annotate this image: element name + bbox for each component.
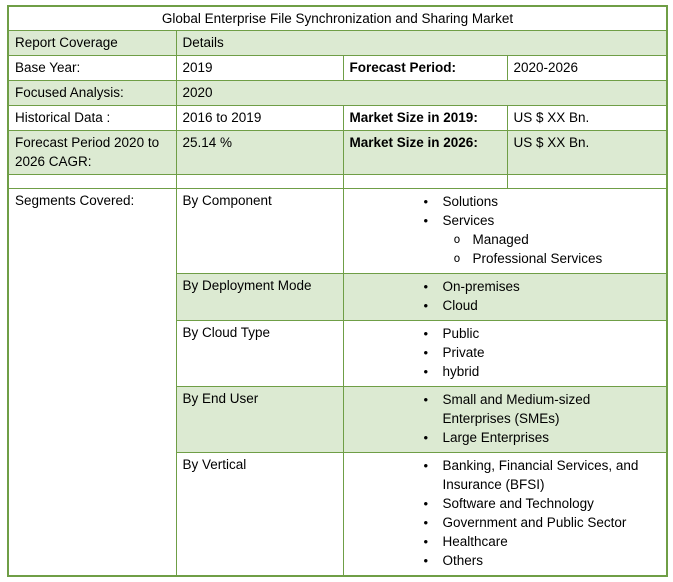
list-item-text: Services (442, 213, 495, 228)
list-item: • Healthcare (424, 532, 657, 551)
historical-data-row: Historical Data : 2016 to 2019 Market Si… (7, 105, 668, 131)
segment-row-deployment-mode: By Deployment Mode • On-premises • Cloud (8, 273, 668, 321)
cagr-value: 25.14 % (175, 130, 344, 175)
bullet-icon: • (423, 213, 429, 228)
table-title: Global Enterprise File Synchronization a… (7, 5, 668, 31)
focused-analysis-value: 2020 (175, 80, 668, 106)
focused-analysis-row: Focused Analysis: 2020 (7, 80, 668, 106)
spacer-cell (506, 174, 668, 189)
bullet-icon: • (423, 326, 429, 341)
list-item-text: Large Enterprises (442, 430, 550, 445)
list-item: • Government and Public Sector (424, 513, 657, 532)
bullet-list: • Small and Medium-sized Enterprises (SM… (350, 389, 661, 449)
market-report-table: Global Enterprise File Synchronization a… (7, 5, 668, 577)
list-item: • On-premises (424, 277, 657, 296)
list-item: o Professional Services (424, 249, 657, 268)
segment-group-name-end-user: By End User (175, 386, 344, 453)
list-item: o Managed (424, 230, 657, 249)
segment-row-end-user: By End User • Small and Medium-sized Ent… (8, 386, 668, 453)
list-item-text: Others (442, 553, 484, 568)
list-item: • Large Enterprises (424, 428, 657, 447)
segment-group-name-deployment-mode: By Deployment Mode (175, 273, 344, 321)
bullet-icon: • (423, 298, 429, 313)
bullet-icon: • (423, 279, 429, 294)
list-item-text: On-premises (442, 279, 520, 294)
list-item-text: Banking, Financial Services, and Insuran… (442, 458, 639, 492)
segment-items-end-user: • Small and Medium-sized Enterprises (SM… (342, 386, 668, 453)
bullet-icon: • (423, 194, 429, 209)
segment-group-name-component: By Component (175, 188, 344, 274)
list-item: • Banking, Financial Services, and Insur… (424, 456, 657, 494)
base-year-row: Base Year: 2019 Forecast Period: 2020-20… (7, 55, 668, 81)
list-item-text: Software and Technology (442, 496, 594, 511)
segment-items-vertical: • Banking, Financial Services, and Insur… (342, 452, 668, 577)
bullet-icon: • (423, 534, 429, 549)
list-item-text: Solutions (442, 194, 499, 209)
spacer-cell (175, 174, 344, 189)
bullet-list: • Solutions • Services o Managed o Profe… (350, 191, 661, 270)
segment-group-name-cloud-type: By Cloud Type (175, 320, 344, 387)
list-item-text: hybrid (442, 364, 480, 379)
market-size-2026-label: Market Size in 2026: (342, 130, 508, 175)
bullet-icon: • (423, 458, 429, 473)
market-size-2019-value: US $ XX Bn. (506, 105, 668, 131)
segments-covered-label: Segments Covered: (7, 188, 177, 577)
segment-items-cloud-type: • Public • Private • hybrid (342, 320, 668, 387)
spacer-cell (7, 174, 177, 189)
title-row: Global Enterprise File Synchronization a… (7, 5, 668, 31)
list-item: • Software and Technology (424, 494, 657, 513)
list-item-text: Healthcare (442, 534, 508, 549)
base-year-label: Base Year: (7, 55, 177, 81)
list-item-text: Government and Public Sector (442, 515, 627, 530)
list-item-text: Professional Services (472, 251, 603, 266)
forecast-period-label: Forecast Period: (342, 55, 508, 81)
list-item: • Small and Medium-sized Enterprises (SM… (424, 390, 657, 428)
segment-row-cloud-type: By Cloud Type • Public • Private • hybri… (8, 320, 668, 387)
header-row: Report Coverage Details (7, 30, 668, 56)
bullet-icon: • (423, 364, 429, 379)
bullet-icon: • (423, 496, 429, 511)
list-item-text: Managed (472, 232, 529, 247)
list-item: • Solutions (424, 192, 657, 211)
market-size-2019-label: Market Size in 2019: (342, 105, 508, 131)
bullet-icon: • (423, 345, 429, 360)
bullet-icon: • (423, 553, 429, 568)
list-item: • Cloud (424, 296, 657, 315)
segment-items-deployment-mode: • On-premises • Cloud (342, 273, 668, 321)
cagr-row: Forecast Period 2020 to 2026 CAGR: 25.14… (7, 130, 668, 175)
historical-data-label: Historical Data : (7, 105, 177, 131)
bullet-list: • Banking, Financial Services, and Insur… (350, 455, 661, 572)
header-report-coverage: Report Coverage (7, 30, 177, 56)
bullet-icon: • (423, 392, 429, 407)
segment-row-component: Segments Covered: By Component • Solutio… (7, 188, 668, 577)
list-item-text: Cloud (442, 298, 478, 313)
circle-bullet-icon: o (453, 232, 461, 246)
base-year-value: 2019 (175, 55, 344, 81)
bullet-list: • Public • Private • hybrid (350, 323, 661, 383)
spacer-row (7, 174, 668, 189)
list-item-text: Public (442, 326, 480, 341)
list-item: • Others (424, 551, 657, 570)
list-item-text: Small and Medium-sized Enterprises (SMEs… (442, 392, 591, 426)
list-item: • hybrid (424, 362, 657, 381)
list-item: • Public (424, 324, 657, 343)
segment-items-component: • Solutions • Services o Managed o Profe… (342, 188, 668, 274)
list-item: • Private (424, 343, 657, 362)
header-details: Details (175, 30, 668, 56)
bullet-icon: • (423, 430, 429, 445)
list-item-text: Private (442, 345, 485, 360)
bullet-icon: • (423, 515, 429, 530)
spacer-cell (342, 174, 508, 189)
segment-group-name-vertical: By Vertical (175, 452, 344, 577)
focused-analysis-label: Focused Analysis: (7, 80, 177, 106)
market-size-2026-value: US $ XX Bn. (506, 130, 668, 175)
bullet-list: • On-premises • Cloud (350, 276, 661, 317)
cagr-label: Forecast Period 2020 to 2026 CAGR: (7, 130, 177, 175)
forecast-period-value: 2020-2026 (506, 55, 668, 81)
circle-bullet-icon: o (453, 251, 461, 265)
historical-data-value: 2016 to 2019 (175, 105, 344, 131)
list-item: • Services (424, 211, 657, 230)
